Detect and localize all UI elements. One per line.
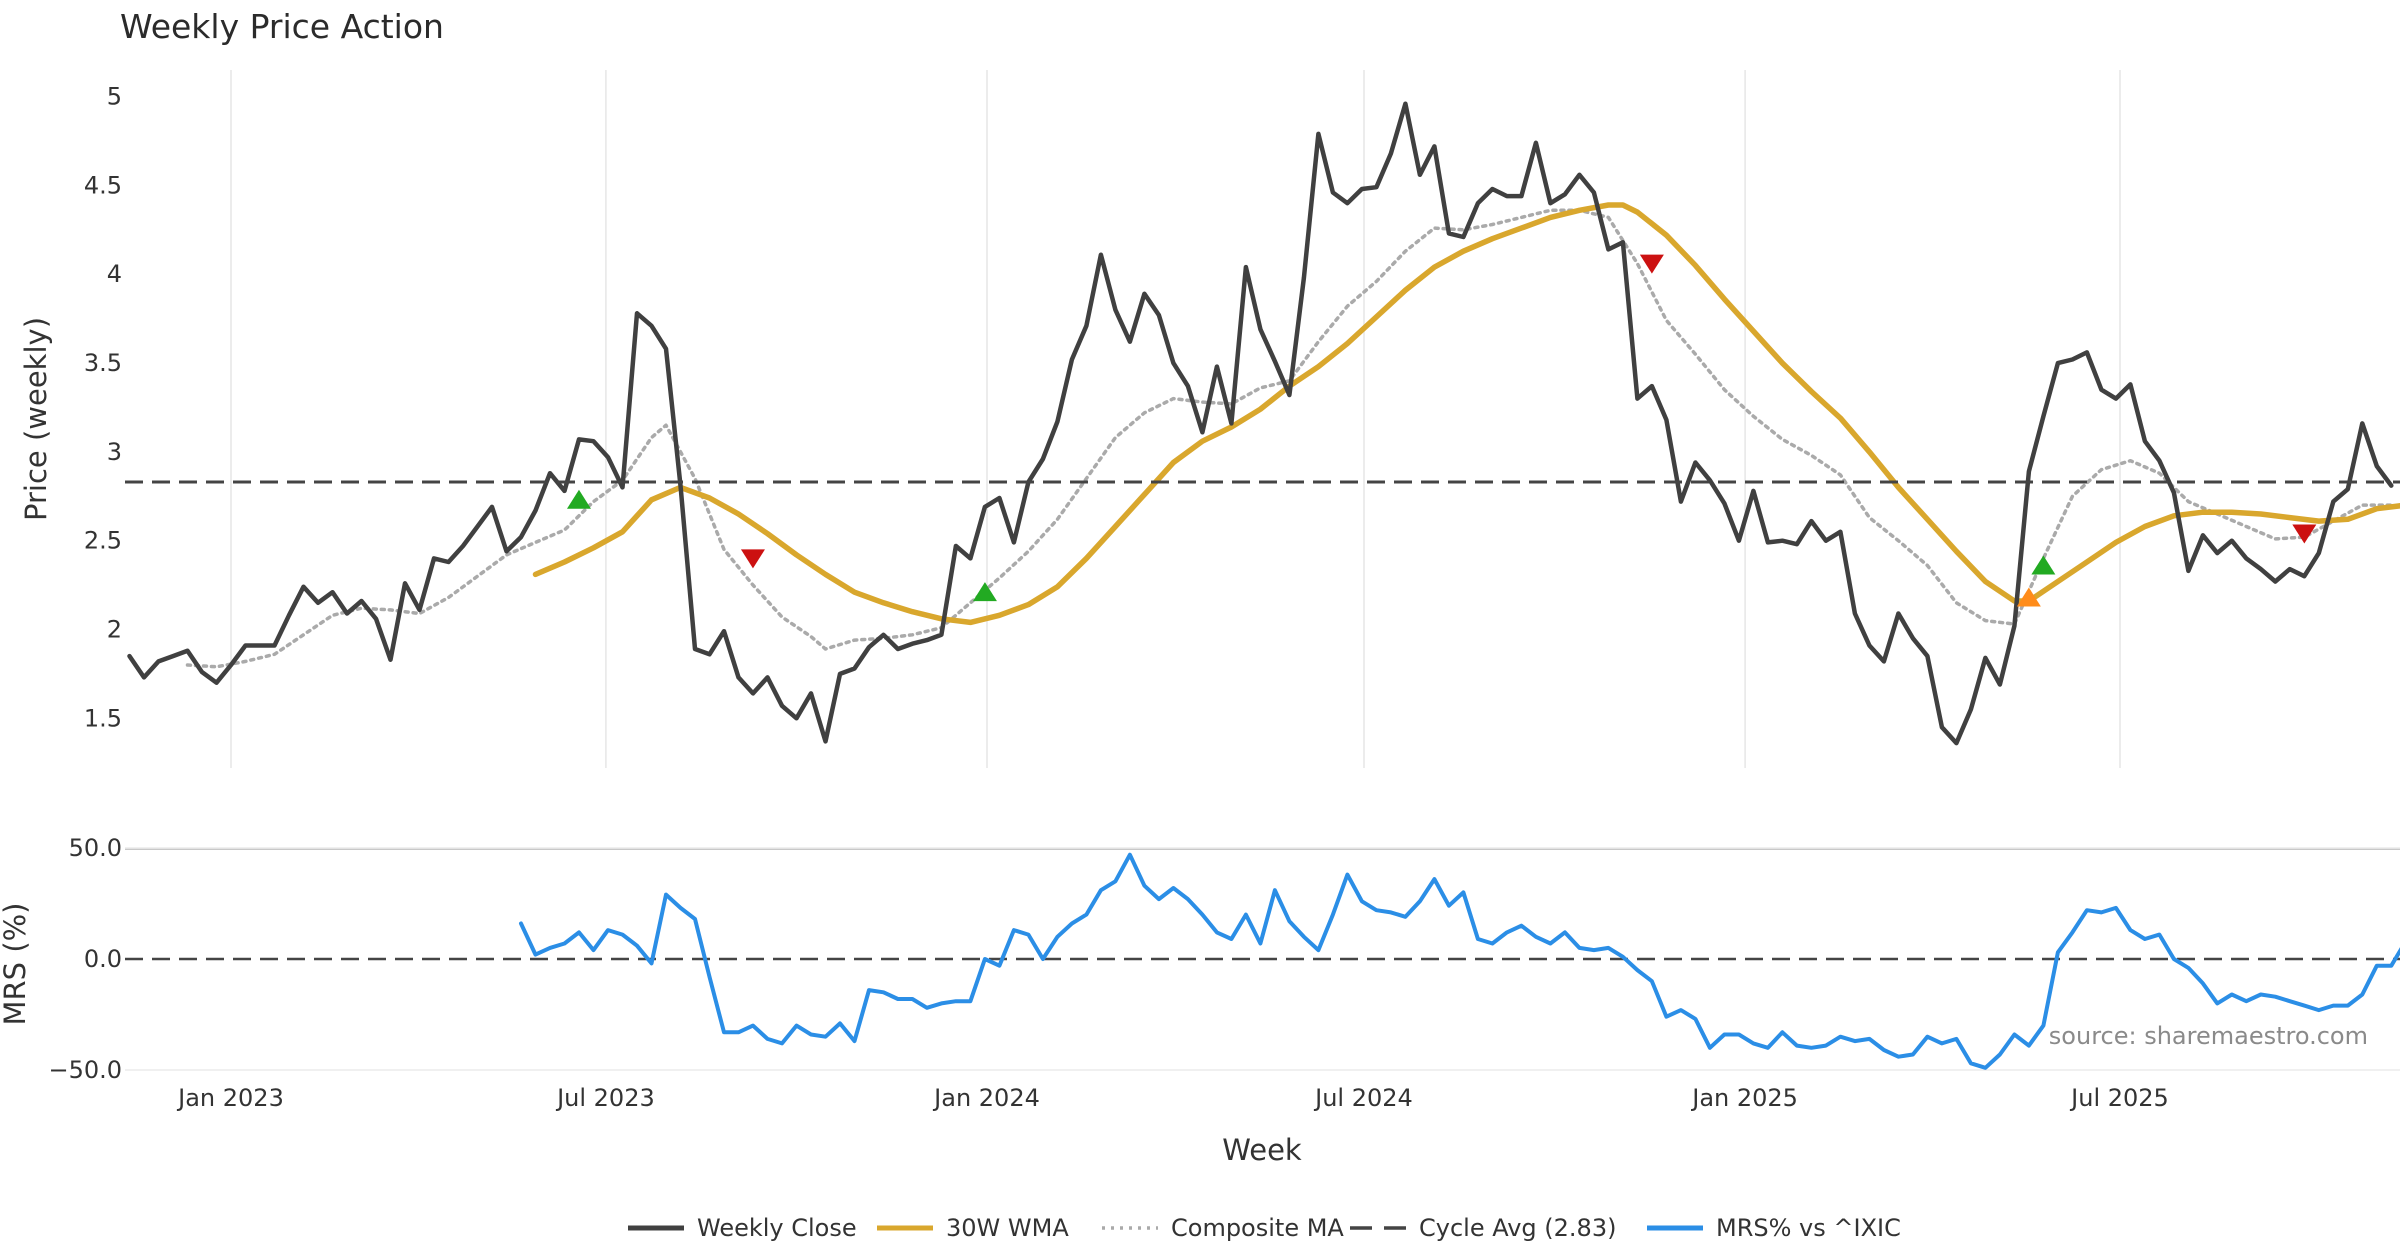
x-tick-label: Jan 2023 [176,1084,284,1112]
signal-marker-down [740,549,765,569]
legend-item-mrs-vs-ixic: MRS% vs ^IXIC [1647,1214,1901,1242]
signal-marker-down [1639,254,1664,274]
signal-markers [566,254,2317,607]
price-y-tick-label: 3.5 [84,349,122,377]
price-y-tick-label: 2.5 [84,527,122,555]
legend-label: Composite MA [1171,1214,1344,1242]
price-y-axis-ticks: 1.5 2 2.5 3 3.5 4 4.5 5 [84,83,122,733]
signal-marker-up [972,582,997,602]
legend-item-cycle-avg-2-83: Cycle Avg (2.83) [1350,1214,1616,1242]
signal-marker-up [566,489,591,509]
price-y-tick-label: 2 [107,615,122,643]
mrs-y-tick-label: 0.0 [84,945,122,973]
mrs-y-axis-ticks: 50.0 0.0 −50.0 [48,834,122,1084]
mrs-panel-series [519,852,2400,1070]
series-30w-wma-line [532,202,2400,626]
legend-label: 30W WMA [946,1214,1069,1242]
price-y-tick-label: 4.5 [84,171,122,199]
legend-label: Cycle Avg (2.83) [1419,1214,1616,1242]
chart-legend: Weekly Close 30W WMA Composite MA Cycle Avg… [628,1214,1901,1242]
signal-marker-up [2016,587,2041,607]
price-y-tick-label: 4 [107,260,122,288]
legend-label: MRS% vs ^IXIC [1716,1214,1901,1242]
legend-label: Weekly Close [697,1214,857,1242]
series-composite-ma-line [185,208,2394,669]
legend-item-30w-wma: 30W WMA [877,1214,1069,1242]
series-mrs-vs-ixic-line [519,852,2400,1070]
x-tick-label: Jul 2025 [2069,1084,2169,1112]
mrs-y-tick-label: 50.0 [69,834,122,862]
legend-item-weekly-close: Weekly Close [628,1214,857,1242]
signal-marker-up [2031,555,2056,575]
x-tick-label: Jan 2024 [932,1084,1040,1112]
price-y-tick-label: 1.5 [84,704,122,732]
chart-title: Weekly Price Action [120,7,444,46]
x-tick-label: Jul 2023 [555,1084,655,1112]
series-weekly-close-line [127,101,2394,746]
x-tick-label: Jul 2024 [1313,1084,1413,1112]
price-panel-series [125,101,2400,746]
x-axis-ticks: Jan 2023 Jul 2023 Jan 2024 Jul 2024 Jan 2025… [176,1084,2169,1112]
mrs-y-tick-label: −50.0 [48,1056,122,1084]
mrs-y-axis-label: MRS (%) [0,903,32,1026]
signal-marker-down [2292,524,2317,544]
mrs-panel-frame [125,847,2400,1071]
price-y-tick-label: 3 [107,438,122,466]
x-axis-label: Week [1222,1133,1302,1167]
x-tick-label: Jan 2025 [1690,1084,1798,1112]
price-y-axis-label: Price (weekly) [19,317,53,521]
source-note: source: sharemaestro.com [2049,1022,2368,1050]
legend-item-composite-ma: Composite MA [1102,1214,1344,1242]
price-panel-grid [230,70,2121,768]
price-y-tick-label: 5 [107,83,122,111]
